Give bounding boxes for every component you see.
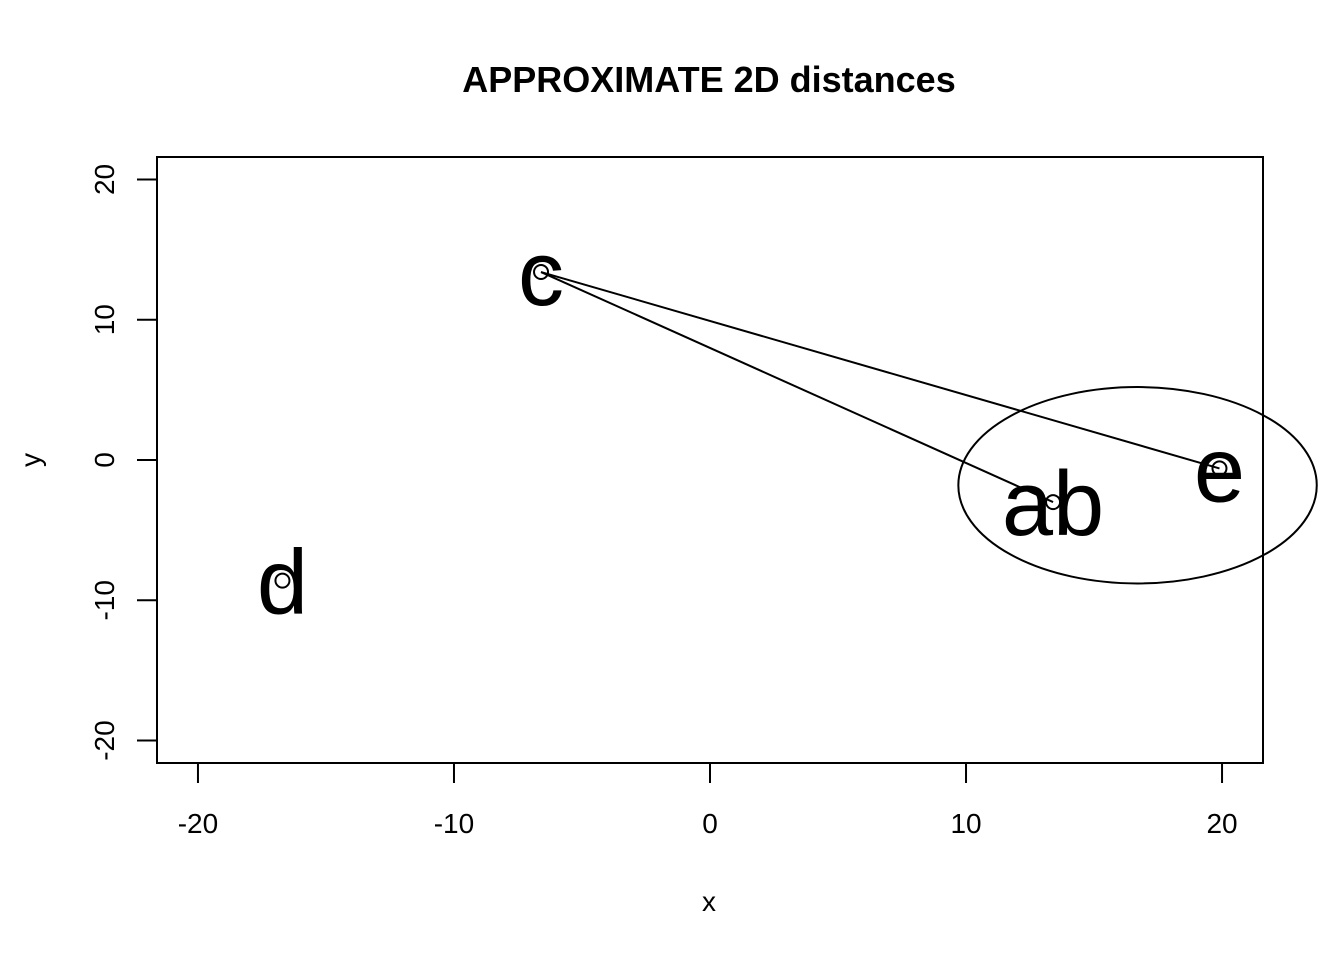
- y-tick-label: -10: [89, 580, 120, 620]
- point-marker-d: [274, 572, 291, 589]
- x-axis-label: x: [702, 886, 716, 917]
- x-tick-label: 20: [1206, 808, 1237, 839]
- point-label-d: d: [257, 532, 308, 634]
- x-tick-label: -10: [434, 808, 474, 839]
- y-tick-label: -20: [89, 720, 120, 760]
- x-tick-label: 0: [702, 808, 718, 839]
- y-tick-label: 10: [89, 304, 120, 335]
- point-marker-e: [1211, 460, 1228, 477]
- y-axis: -20 -10 0 10 20: [89, 164, 158, 761]
- y-tick-label: 20: [89, 164, 120, 195]
- ellipse-mark: [957, 386, 1318, 585]
- plot-area: c ab e d: [257, 223, 1318, 634]
- chart-title: APPROXIMATE 2D distances: [462, 59, 955, 100]
- point-marker-c: [533, 264, 550, 281]
- point-label-e: e: [1194, 419, 1245, 521]
- point-marker-ab: [1045, 494, 1062, 511]
- segment-c-ab: [540, 271, 1054, 503]
- x-tick-label: 10: [950, 808, 981, 839]
- y-tick-label: 0: [89, 452, 120, 468]
- x-tick-label: -20: [178, 808, 218, 839]
- point-label-c: c: [518, 223, 564, 325]
- x-axis: -20 -10 0 10 20: [178, 762, 1238, 839]
- point-label-ab: ab: [1002, 453, 1104, 555]
- segment-c-e: [540, 271, 1220, 470]
- y-axis-label: y: [15, 453, 46, 467]
- plot-frame: [156, 156, 1264, 764]
